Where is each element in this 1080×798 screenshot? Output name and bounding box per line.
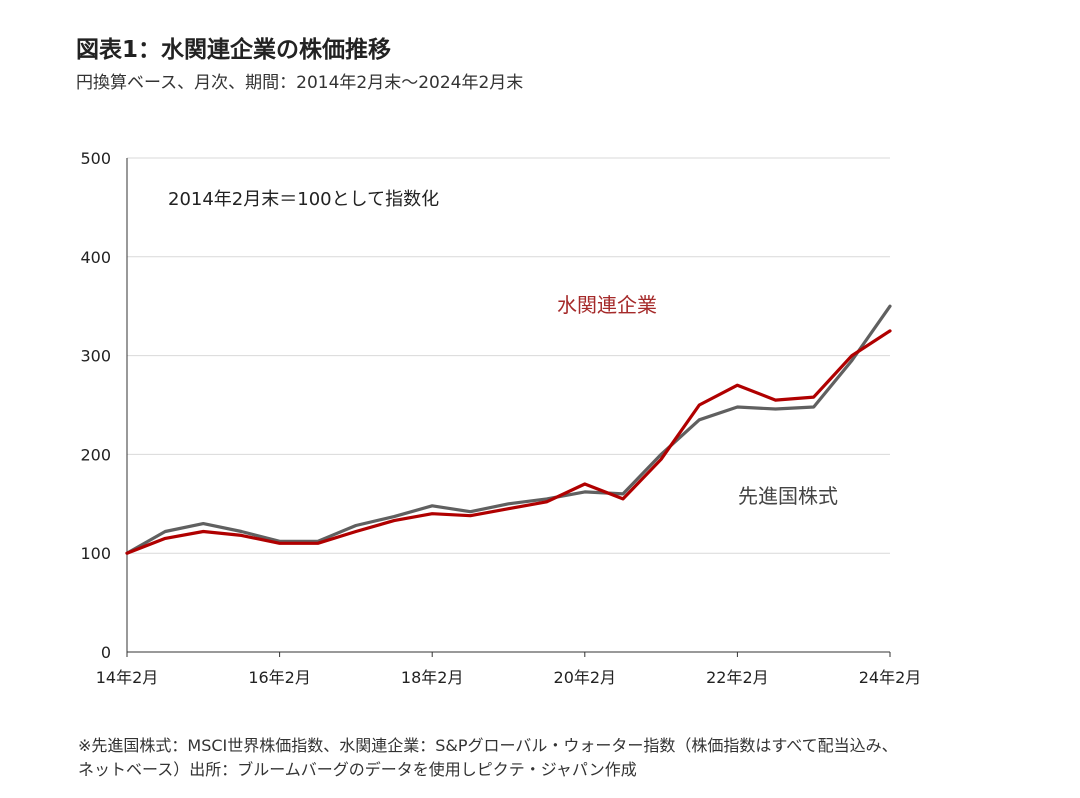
y-tick-label: 500 — [80, 149, 111, 168]
x-tick-label: 24年2月 — [859, 668, 922, 687]
y-tick-label: 300 — [80, 347, 111, 366]
x-tick-label: 14年2月 — [96, 668, 159, 687]
series-line — [125, 329, 892, 555]
y-tick-labels: 0 100 200 300 400 500 — [80, 149, 111, 662]
grid-lines — [127, 157, 890, 554]
x-tick-label: 22年2月 — [706, 668, 769, 687]
chart-subtitle: 円換算ベース、月次、期間：2014年2月末～2024年2月末 — [76, 73, 524, 93]
x-tick-label: 20年2月 — [554, 668, 617, 687]
x-tick-label: 16年2月 — [248, 668, 311, 687]
y-tick-label: 100 — [80, 544, 111, 563]
axes — [126, 158, 891, 657]
series-label-water: 水関連企業 — [557, 293, 657, 317]
y-tick-label: 200 — [80, 445, 111, 464]
y-tick-label: 400 — [80, 248, 111, 267]
series-lines — [125, 304, 892, 555]
footnote-line-2: ネットベース）出所：ブルームバーグのデータを使用しピクテ・ジャパン作成 — [78, 760, 637, 779]
index-annotation: 2014年2月末＝100として指数化 — [168, 189, 439, 210]
x-tick-label: 18年2月 — [401, 668, 464, 687]
footnote-line-1: ※先進国株式：MSCI世界株価指数、水関連企業：S&Pグローバル・ウォーター指数… — [78, 736, 898, 755]
series-line — [125, 304, 892, 555]
y-tick-label: 0 — [101, 643, 111, 662]
chart-title: 図表1：水関連企業の株価推移 — [76, 37, 392, 63]
series-label-world: 先進国株式 — [738, 484, 838, 508]
x-tick-labels: 14年2月 16年2月 18年2月 20年2月 22年2月 24年2月 — [96, 668, 922, 687]
